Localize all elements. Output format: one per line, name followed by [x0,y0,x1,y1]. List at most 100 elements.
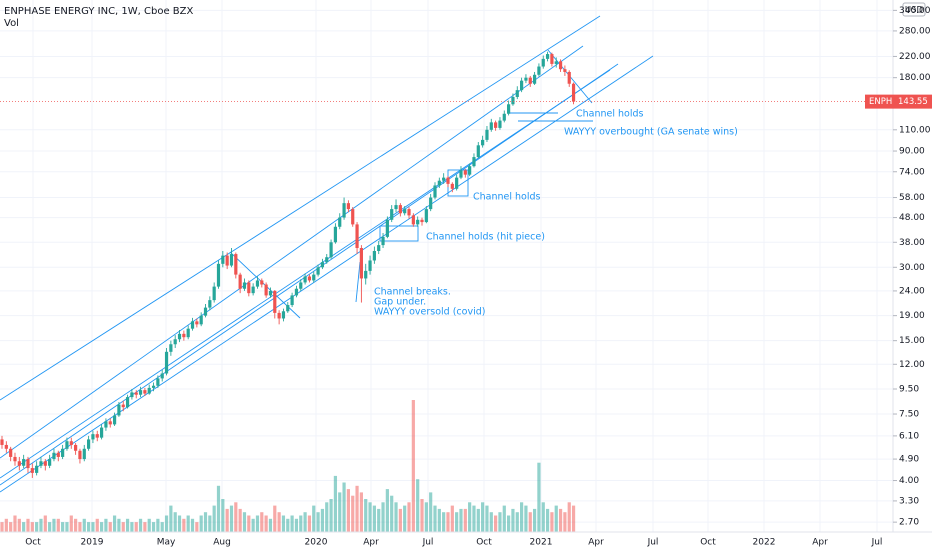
volume-bar [558,508,563,532]
volume-bar [498,512,502,532]
annotation: WAYYY oversold (covid) [374,307,485,318]
annotation: Channel breaks. [374,287,451,298]
price-label-bg [865,94,932,109]
volume-label: Vol [4,18,19,29]
volume-bar [52,518,56,532]
candle-body [537,66,541,75]
grid [0,0,893,532]
candle-body [195,321,199,325]
volume-bar [134,522,138,532]
volume-bar [489,512,493,532]
candle-body [242,282,247,289]
volume-bar [463,508,467,532]
volume-bar [316,512,320,532]
candle-body [325,257,329,263]
y-tick-label: 30.00 [899,263,925,273]
volume-bar [117,518,121,532]
candle-body [273,290,277,313]
candle-body [108,421,112,425]
volume-bar [104,518,108,532]
candle-body [99,427,104,438]
volume-bar [13,515,17,532]
volume-bar [329,499,333,532]
candle-body [403,209,407,214]
candle-body [277,312,281,319]
volume-bar [26,518,30,532]
x-tick-label: 2020 [305,538,328,548]
x-tick-label: Jul [647,538,659,548]
volume-bar [368,502,372,532]
candle-body [251,286,255,294]
candle-body [82,448,86,460]
volume-bar [502,505,506,532]
volume-bar [494,515,498,532]
x-tick-label: Apr [588,538,604,548]
candle-body [39,461,43,466]
candle-body [117,404,121,416]
volume-bar [359,492,363,532]
volume-bar [268,518,273,532]
volume-bar [398,508,402,532]
volume-bar [264,515,268,532]
candle-body [299,282,303,289]
candle-body [255,280,260,287]
volume-bar [182,518,186,532]
volume-bar [208,515,212,532]
candle-body [112,415,117,425]
channel-line [0,15,601,401]
x-tick-label: May [157,538,176,548]
volume-bar [563,512,567,532]
candle-body [264,284,268,296]
volume-bar [108,522,112,532]
x-tick-label: Apr [812,538,828,548]
candle-body [554,61,558,64]
candle-body [91,434,95,440]
drawing-line [355,261,361,303]
candle-body [151,385,156,388]
candle-body [433,185,437,198]
candle-body [520,80,524,91]
candle-body [342,203,346,218]
volume-bar [186,515,190,532]
channel-line [0,63,619,486]
volume-bar [333,475,338,532]
volume-bar [481,502,485,532]
volume-bar [416,479,420,532]
volume-bar [216,485,221,532]
volume-bar [17,518,21,532]
volume-bar [342,482,346,532]
y-tick-label: 2.70 [899,518,919,528]
volume-bar [247,515,251,532]
volume-bar [429,492,433,532]
candle-body [381,236,385,246]
volume-bar [260,512,264,532]
candle-body [212,286,216,301]
candle-body [567,71,571,84]
candle-body [312,274,316,281]
y-tick-label: 7.50 [899,410,919,420]
annotation: Gap under. [374,297,426,308]
candle-body [147,387,151,394]
candles [0,51,576,478]
volume-bar [532,508,537,532]
volume-bar [112,515,117,532]
candle-body [541,58,545,67]
candle-body [234,254,238,275]
volume-bar [69,515,73,532]
candle-body [17,461,21,466]
volume-bar [147,518,151,532]
y-tick-label: 90.00 [899,147,925,157]
volume-bar [325,502,329,532]
y-tick-label: 58.00 [899,193,925,203]
candle-body [498,120,502,128]
annotation: WAYYY overbought (GA senate wins) [564,127,738,138]
volume-bar [138,518,143,532]
x-tick-label: Apr [363,538,379,548]
candle-body [238,274,242,289]
y-tick-label: 74.00 [899,167,925,177]
x-tick-label: Oct [700,538,716,548]
x-tick-label: Oct [476,538,492,548]
volume-bar [199,515,203,532]
volume-bar [307,515,312,532]
